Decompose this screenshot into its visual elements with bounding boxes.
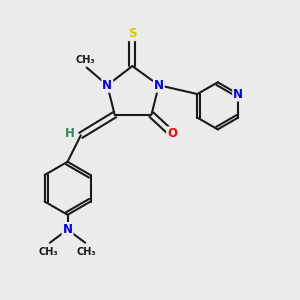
Text: S: S — [128, 27, 136, 40]
Text: N: N — [233, 88, 243, 100]
Text: H: H — [65, 127, 75, 140]
Text: CH₃: CH₃ — [39, 247, 58, 257]
Text: CH₃: CH₃ — [77, 247, 97, 257]
Text: N: N — [154, 79, 164, 92]
Text: N: N — [102, 79, 112, 92]
Text: O: O — [167, 127, 177, 140]
Text: N: N — [63, 223, 73, 236]
Text: CH₃: CH₃ — [75, 55, 95, 64]
